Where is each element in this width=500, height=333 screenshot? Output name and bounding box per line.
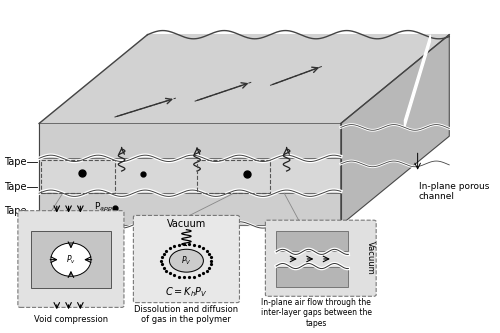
Polygon shape	[39, 159, 341, 193]
Text: In-plane air flow through the
inter-layer gaps between the
tapes: In-plane air flow through the inter-laye…	[260, 298, 372, 328]
Text: $C = K_h P_V$: $C = K_h P_V$	[165, 285, 208, 299]
Text: Tape: Tape	[4, 157, 26, 166]
Text: Tape: Tape	[4, 206, 26, 216]
Bar	[30, 231, 111, 288]
Bar	[197, 160, 270, 193]
Text: Dissolution and diffusion
of gas in the polymer: Dissolution and diffusion of gas in the …	[134, 305, 238, 324]
Bar	[276, 230, 348, 251]
Polygon shape	[39, 124, 341, 159]
Text: Vacuum: Vacuum	[167, 219, 206, 229]
Ellipse shape	[51, 243, 91, 276]
Text: Vacuum: Vacuum	[366, 241, 374, 275]
Circle shape	[170, 249, 203, 272]
FancyBboxPatch shape	[134, 215, 240, 303]
Polygon shape	[341, 35, 449, 225]
FancyBboxPatch shape	[18, 211, 124, 307]
Text: Void compression: Void compression	[34, 315, 108, 324]
Polygon shape	[404, 35, 430, 128]
FancyBboxPatch shape	[266, 220, 376, 296]
Text: P$_{app}$: P$_{app}$	[94, 201, 112, 214]
Bar	[276, 267, 348, 287]
Text: $P_v$: $P_v$	[66, 253, 76, 266]
Text: $P_V$: $P_V$	[181, 254, 192, 267]
Polygon shape	[39, 193, 341, 225]
Text: Tape: Tape	[4, 182, 26, 192]
Polygon shape	[39, 35, 449, 124]
Text: In-plane porous
channel: In-plane porous channel	[418, 182, 489, 201]
Bar	[42, 160, 115, 193]
